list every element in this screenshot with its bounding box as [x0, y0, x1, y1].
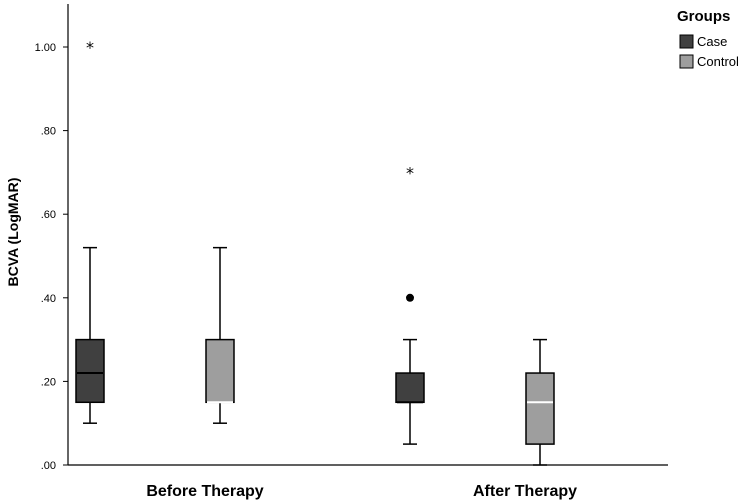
axes — [67, 4, 668, 466]
legend-label-control: Control — [697, 54, 739, 69]
y-tick-label: .00 — [41, 460, 56, 472]
outlier-point — [406, 293, 414, 302]
y-tick-label: 1.00 — [35, 42, 56, 54]
x-category-label: Before Therapy — [146, 483, 263, 500]
iqr-box — [75, 338, 105, 404]
box-case: * — [395, 163, 425, 445]
y-tick-label: .40 — [41, 293, 56, 305]
legend-swatch-case — [679, 34, 694, 49]
legend-label-case: Case — [697, 34, 727, 49]
y-axis-title: BCVA (LogMAR) — [5, 178, 21, 287]
box-control — [525, 338, 555, 466]
box-control — [205, 246, 235, 424]
category-labels: Before Therapy After Therapy — [146, 483, 577, 500]
y-tick-label: .20 — [41, 376, 56, 388]
y-ticks: .00 .20 .40 .60 .80 1.00 — [35, 42, 68, 472]
iqr-box — [525, 372, 555, 445]
y-tick-label: .80 — [41, 126, 56, 138]
x-category-label: After Therapy — [473, 483, 577, 500]
legend-swatch-control — [679, 54, 694, 69]
iqr-box — [395, 372, 425, 404]
iqr-box — [205, 338, 235, 404]
y-tick-label: .60 — [41, 209, 56, 221]
extreme-point: * — [86, 38, 94, 57]
extreme-point: * — [406, 163, 414, 182]
box-case: * — [75, 38, 105, 424]
legend-title: Groups — [677, 8, 730, 25]
legend: Groups Case Control — [677, 8, 739, 69]
boxes: ** — [75, 38, 555, 466]
